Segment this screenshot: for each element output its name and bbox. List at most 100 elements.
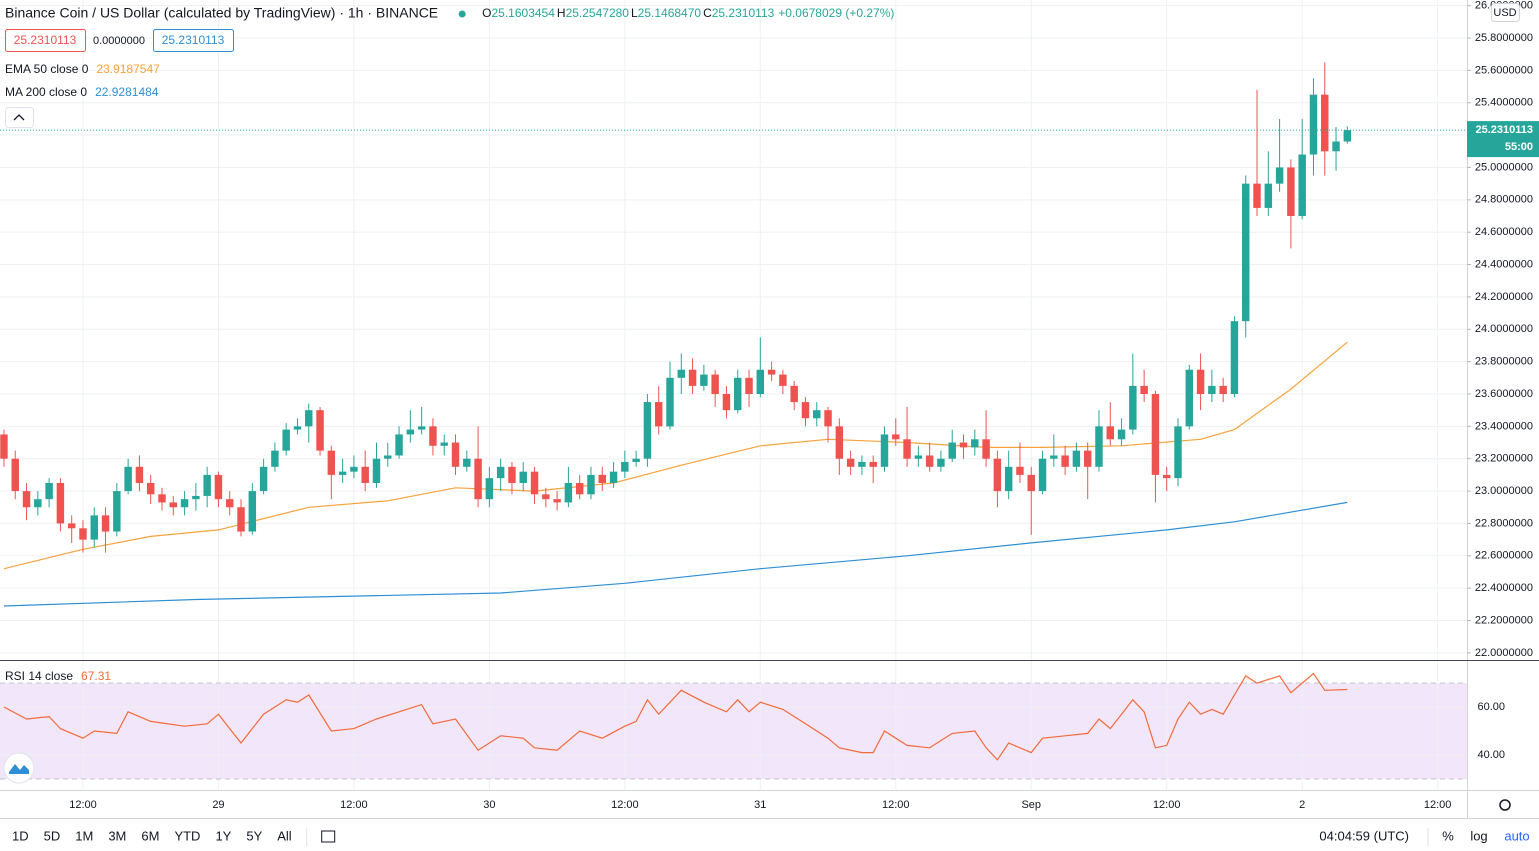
candle-body bbox=[226, 499, 234, 508]
rsi-line bbox=[3, 672, 1348, 761]
ohlc-key: C bbox=[703, 6, 712, 20]
y-tick-label: 22.6000000 bbox=[1475, 550, 1533, 562]
collapse-button[interactable] bbox=[5, 107, 34, 128]
rsi-tick-label: 40.00 bbox=[1477, 749, 1505, 761]
candle-body bbox=[1174, 426, 1182, 479]
y-tick-label: 22.8000000 bbox=[1475, 517, 1533, 529]
candle-body bbox=[1298, 154, 1306, 217]
candle-body bbox=[463, 458, 471, 467]
y-tick-label: 24.4000000 bbox=[1475, 258, 1533, 270]
candle-body bbox=[632, 458, 640, 462]
candle-body bbox=[237, 507, 245, 532]
candle-body bbox=[158, 494, 166, 503]
range-button[interactable]: YTD bbox=[174, 828, 200, 843]
range-button[interactable]: 1D bbox=[12, 828, 29, 843]
candle-body bbox=[1004, 466, 1013, 492]
candle-body bbox=[609, 471, 618, 483]
x-tick-label: 12:00 bbox=[1153, 799, 1181, 811]
scale-option[interactable]: % bbox=[1442, 828, 1454, 843]
candle-body bbox=[1242, 183, 1250, 322]
candle-body bbox=[192, 495, 200, 500]
candle-body bbox=[937, 458, 945, 467]
candle-body bbox=[688, 369, 697, 386]
candle-body bbox=[824, 410, 832, 427]
candle-body bbox=[214, 474, 223, 500]
candle-body bbox=[429, 426, 437, 446]
candle-body bbox=[767, 369, 776, 375]
spread: 0.0000000 bbox=[93, 35, 145, 47]
bid: 25.2310113 bbox=[14, 33, 77, 47]
candle-body bbox=[350, 466, 358, 472]
candle-body bbox=[835, 426, 844, 459]
candle-body bbox=[993, 458, 1002, 492]
candle-body bbox=[880, 434, 889, 467]
candle-body bbox=[914, 455, 923, 459]
candle-body bbox=[259, 466, 268, 492]
candle-body bbox=[474, 458, 482, 500]
candle-body bbox=[1038, 458, 1047, 492]
range-button[interactable]: 5Y bbox=[246, 828, 262, 843]
range-button[interactable]: All bbox=[277, 828, 292, 843]
y-tick-label: 24.2000000 bbox=[1475, 291, 1533, 303]
candle-body bbox=[1287, 167, 1295, 217]
candle-body bbox=[305, 410, 313, 427]
last-price-label: 25.2310113 bbox=[1475, 124, 1533, 136]
range-button[interactable]: 5D bbox=[44, 828, 61, 843]
scale-option[interactable]: auto bbox=[1504, 828, 1529, 843]
y-tick-label: 24.6000000 bbox=[1475, 226, 1533, 238]
candle-body bbox=[0, 434, 8, 459]
scale-option[interactable]: log bbox=[1470, 828, 1487, 843]
ask: 25.2310113 bbox=[162, 33, 225, 47]
candle-body bbox=[519, 471, 527, 483]
range-button[interactable]: 6M bbox=[141, 828, 159, 843]
clock: 04:04:59 (UTC) bbox=[1319, 828, 1409, 843]
compare-icon[interactable] bbox=[321, 830, 336, 843]
candle-body bbox=[1230, 321, 1239, 394]
candle-body bbox=[1185, 369, 1194, 427]
indicator-line bbox=[3, 501, 1348, 607]
range-button[interactable]: 1M bbox=[75, 828, 93, 843]
rsi-band bbox=[0, 683, 1467, 779]
settings-icon[interactable] bbox=[1499, 799, 1511, 811]
candle-body bbox=[722, 393, 731, 411]
candle-body bbox=[1083, 450, 1092, 467]
logo-badge bbox=[3, 752, 35, 784]
candle-body bbox=[135, 466, 144, 483]
x-tick-label: Sep bbox=[1021, 799, 1041, 811]
candle-body bbox=[575, 482, 584, 495]
ohlc-value: 25.2310113 bbox=[712, 6, 775, 20]
candle-body bbox=[542, 494, 550, 500]
candle-body bbox=[1343, 130, 1352, 142]
candle-body bbox=[440, 442, 448, 446]
candle-body bbox=[666, 377, 674, 427]
candle-body bbox=[45, 482, 53, 500]
candle-body bbox=[892, 434, 900, 440]
candle-body bbox=[621, 461, 629, 472]
ask-box bbox=[153, 29, 234, 52]
candle-body bbox=[203, 474, 211, 496]
x-tick-label: 12:00 bbox=[340, 799, 368, 811]
candle-body bbox=[361, 466, 369, 483]
y-tick-label: 23.0000000 bbox=[1475, 485, 1533, 497]
range-button[interactable]: 1Y bbox=[215, 828, 231, 843]
y-tick-label: 23.6000000 bbox=[1475, 388, 1533, 400]
candle-body bbox=[496, 466, 505, 479]
indicator-value: 22.9281484 bbox=[95, 85, 159, 99]
last-price-tag bbox=[1467, 121, 1539, 158]
candle-body bbox=[1016, 466, 1024, 475]
bid-box bbox=[5, 29, 86, 52]
candle-body bbox=[1027, 474, 1035, 492]
candle-body bbox=[971, 439, 979, 448]
x-tick-label: 12:00 bbox=[1424, 799, 1452, 811]
candle-body bbox=[654, 402, 663, 427]
candle-body bbox=[1061, 455, 1069, 467]
y-tick-label: 23.4000000 bbox=[1475, 420, 1533, 432]
range-button[interactable]: 3M bbox=[108, 828, 126, 843]
y-tick-label: 23.8000000 bbox=[1475, 356, 1533, 368]
candle-body bbox=[1264, 183, 1273, 208]
indicator-name: MA 200 close 0 bbox=[5, 85, 87, 99]
x-tick-label: 12:00 bbox=[882, 799, 910, 811]
chart-title: Binance Coin / US Dollar (calculated by … bbox=[5, 5, 438, 21]
logo-icon bbox=[9, 764, 29, 774]
rsi-tick-label: 60.00 bbox=[1477, 701, 1505, 713]
